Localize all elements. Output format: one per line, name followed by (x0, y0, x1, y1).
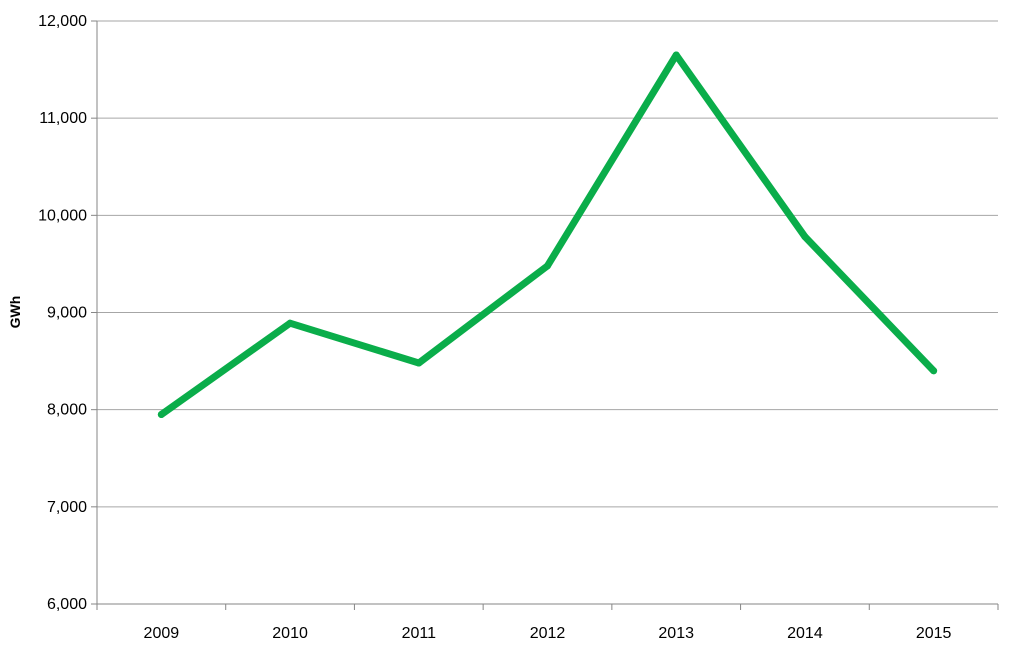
y-tick-label-7000: 7,000 (47, 499, 87, 516)
x-tick-label-2014: 2014 (787, 625, 823, 642)
y-axis-label: GWh (7, 296, 23, 329)
y-tick-label-8000: 8,000 (47, 402, 87, 419)
x-tick-label-2010: 2010 (272, 625, 308, 642)
axes (91, 20, 999, 610)
series (157, 51, 938, 419)
data-point-2015 (930, 367, 938, 375)
x-tick-label-2012: 2012 (530, 625, 566, 642)
y-tick-label-12000: 12,000 (38, 13, 87, 30)
y-tick-label-9000: 9,000 (47, 305, 87, 322)
y-tick-label-11000: 11,000 (39, 110, 87, 127)
data-point-2011 (415, 359, 423, 367)
x-tick-label-2011: 2011 (402, 625, 437, 642)
gridlines (97, 20, 998, 508)
y-tick-label-10000: 10,000 (38, 207, 87, 224)
y-tick-labels: 6,000 7,000 8,000 9,000 10,000 11,000 12,000 (38, 13, 87, 613)
data-point-2013 (672, 51, 680, 59)
y-tick-label-6000: 6,000 (47, 596, 87, 613)
data-point-2014 (801, 233, 809, 241)
data-point-2010 (286, 319, 294, 327)
x-tick-label-2009: 2009 (144, 625, 180, 642)
x-tick-label-2015: 2015 (916, 625, 952, 642)
data-point-2009 (157, 411, 165, 419)
data-point-2012 (544, 262, 551, 270)
x-tick-labels: 2009 2010 2011 2012 2013 2014 2015 (144, 625, 952, 642)
x-tick-label-2013: 2013 (658, 625, 694, 642)
series-line-0 (157, 51, 938, 419)
